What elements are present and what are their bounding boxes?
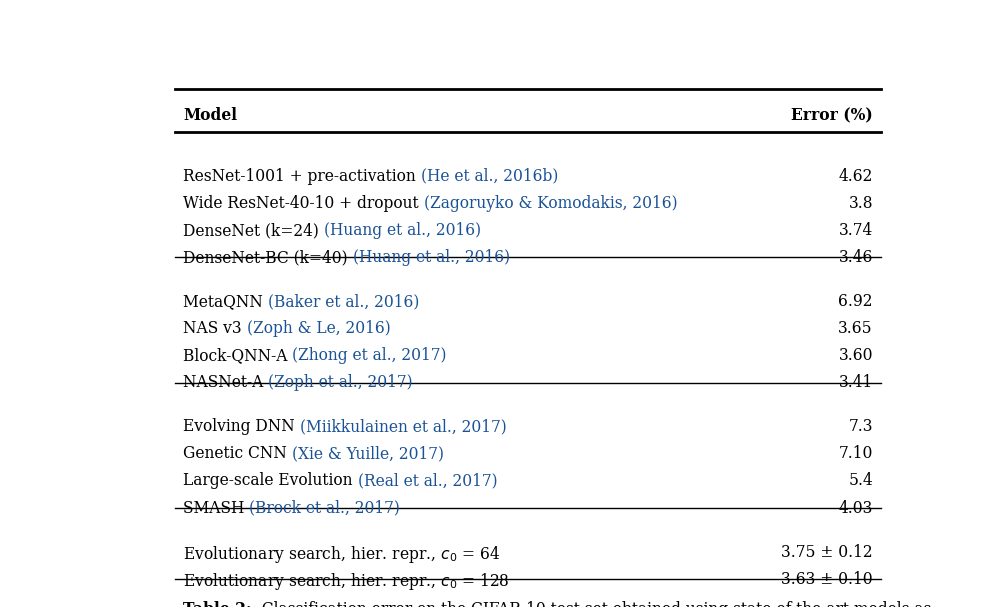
Text: Wide ResNet-40-10 + dropout: Wide ResNet-40-10 + dropout xyxy=(183,195,424,212)
Text: 3.41: 3.41 xyxy=(839,375,873,392)
Text: Block-QNN-A: Block-QNN-A xyxy=(183,347,292,364)
Text: 3.65: 3.65 xyxy=(838,320,873,337)
Text: 7.3: 7.3 xyxy=(848,418,873,435)
Text: ResNet-1001 + pre-activation: ResNet-1001 + pre-activation xyxy=(183,168,421,185)
Text: (Huang et al., 2016): (Huang et al., 2016) xyxy=(353,249,510,266)
Text: (Huang et al., 2016): (Huang et al., 2016) xyxy=(324,222,481,239)
Text: Evolutionary search, hier. repr., $c_0$ = 128: Evolutionary search, hier. repr., $c_0$ … xyxy=(183,571,510,592)
Text: (He et al., 2016b): (He et al., 2016b) xyxy=(421,168,558,185)
Text: (Zoph & Le, 2016): (Zoph & Le, 2016) xyxy=(247,320,390,337)
Text: MetaQNN: MetaQNN xyxy=(183,293,268,310)
Text: 3.60: 3.60 xyxy=(838,347,873,364)
Text: 3.75 ± 0.12: 3.75 ± 0.12 xyxy=(781,543,873,560)
Text: (Brock et al., 2017): (Brock et al., 2017) xyxy=(249,500,400,517)
Text: Model: Model xyxy=(183,107,237,124)
Text: (Baker et al., 2016): (Baker et al., 2016) xyxy=(268,293,419,310)
Text: 3.8: 3.8 xyxy=(848,195,873,212)
Text: 5.4: 5.4 xyxy=(848,472,873,489)
Text: DenseNet (k=24): DenseNet (k=24) xyxy=(183,222,324,239)
Text: Classification error on the CIFAR-10 test set obtained using state-of-the-art mo: Classification error on the CIFAR-10 tes… xyxy=(252,602,931,607)
Text: 3.63 ± 0.10: 3.63 ± 0.10 xyxy=(781,571,873,588)
Text: (Zagoruyko & Komodakis, 2016): (Zagoruyko & Komodakis, 2016) xyxy=(424,195,677,212)
Text: (Real et al., 2017): (Real et al., 2017) xyxy=(358,472,497,489)
Text: Evolving DNN: Evolving DNN xyxy=(183,418,300,435)
Text: DenseNet-BC (k=40): DenseNet-BC (k=40) xyxy=(183,249,353,266)
Text: Error (%): Error (%) xyxy=(791,107,873,124)
Text: NASNet-A: NASNet-A xyxy=(183,375,268,392)
Text: (Xie & Yuille, 2017): (Xie & Yuille, 2017) xyxy=(292,446,444,463)
Text: 4.03: 4.03 xyxy=(838,500,873,517)
Text: (Zhong et al., 2017): (Zhong et al., 2017) xyxy=(292,347,447,364)
Text: Large-scale Evolution: Large-scale Evolution xyxy=(183,472,358,489)
Text: 3.74: 3.74 xyxy=(839,222,873,239)
Text: (Zoph et al., 2017): (Zoph et al., 2017) xyxy=(268,375,413,392)
Text: NAS v3: NAS v3 xyxy=(183,320,247,337)
Text: Table 2:: Table 2: xyxy=(183,602,252,607)
Text: Genetic CNN: Genetic CNN xyxy=(183,446,292,463)
Text: 6.92: 6.92 xyxy=(838,293,873,310)
Text: SMASH: SMASH xyxy=(183,500,249,517)
Text: 7.10: 7.10 xyxy=(838,446,873,463)
Text: Evolutionary search, hier. repr., $c_0$ = 64: Evolutionary search, hier. repr., $c_0$ … xyxy=(183,543,500,565)
Text: (Miikkulainen et al., 2017): (Miikkulainen et al., 2017) xyxy=(300,418,507,435)
Text: 4.62: 4.62 xyxy=(838,168,873,185)
Text: 3.46: 3.46 xyxy=(838,249,873,266)
